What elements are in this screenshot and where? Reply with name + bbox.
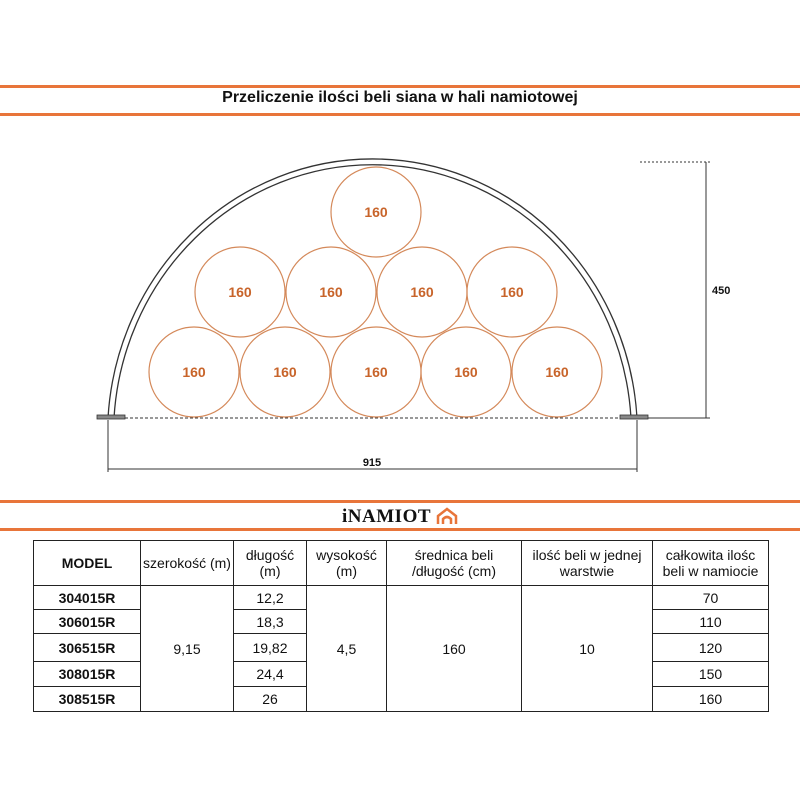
total-cell: 110 [652, 609, 769, 634]
left-base-plate [96, 414, 126, 420]
diameter-cell: 160 [386, 585, 522, 712]
tent-arch-inner [113, 164, 632, 419]
bale-label: 160 [454, 364, 478, 380]
model-cell: 306515R [33, 633, 141, 662]
bale-label: 160 [410, 284, 434, 300]
hay-bale [194, 246, 286, 338]
hay-bale [148, 326, 240, 418]
header-total: całkowita ilośc beli w namiocie [652, 540, 769, 586]
model-cell: 308015R [33, 661, 141, 687]
table-row: 306515R 19,82 120 [33, 633, 769, 662]
logo-rule-top [0, 500, 800, 503]
bale-label: 160 [228, 284, 252, 300]
total-cell: 150 [652, 661, 769, 687]
logo-rule-bottom [0, 528, 800, 531]
hay-bale [239, 326, 331, 418]
header-diameter: średnica beli /długość (cm) [386, 540, 522, 586]
tent-diagram: 915 450 160 160 160 160 160 160 160 160 160 160 [96, 158, 730, 472]
page-title: Przeliczenie ilości beli siana w hali na… [222, 89, 578, 106]
header-width: szerokość (m) [140, 540, 234, 586]
table-row: 308015R 24,4 150 [33, 661, 769, 687]
right-base-plate [619, 414, 649, 420]
hay-bale [330, 166, 422, 258]
bale-label: 160 [364, 204, 388, 220]
title-rule [0, 113, 800, 116]
hay-bale [511, 326, 603, 418]
length-cell: 18,3 [233, 609, 307, 634]
length-cell: 19,82 [233, 633, 307, 662]
bale-label: 160 [319, 284, 343, 300]
width-cell: 9,15 [140, 585, 234, 712]
total-cell: 160 [652, 686, 769, 712]
house-icon [436, 507, 458, 524]
table-row: 308515R 26 160 [33, 686, 769, 712]
top-rule [0, 85, 800, 88]
brand-logo: iNAMIOT [0, 504, 800, 528]
model-cell: 308515R [33, 686, 141, 712]
bale-label: 160 [273, 364, 297, 380]
width-label: 915 [363, 457, 381, 469]
length-cell: 26 [233, 686, 307, 712]
per-layer-cell: 10 [521, 585, 653, 712]
bale-label: 160 [500, 284, 524, 300]
total-cell: 120 [652, 633, 769, 662]
length-cell: 24,4 [233, 661, 307, 687]
table-row: 306015R 18,3 110 [33, 609, 769, 634]
table-header-row: MODEL szerokość (m) długość (m) wysokość… [33, 540, 769, 586]
length-cell: 12,2 [233, 585, 307, 610]
table-row: 304015R 9,15 12,2 4,5 160 10 70 [33, 585, 769, 712]
header-height: wysokość (m) [306, 540, 387, 586]
bale-label: 160 [182, 364, 206, 380]
height-label: 450 [712, 285, 730, 297]
hay-bale [420, 326, 512, 418]
hay-bale [466, 246, 558, 338]
header-per-layer: ilość beli w jednej warstwie [521, 540, 653, 586]
tent-arch-outer [107, 158, 638, 419]
height-cell: 4,5 [306, 585, 387, 712]
model-cell: 304015R [33, 585, 141, 610]
total-cell: 70 [652, 585, 769, 610]
model-cell: 306015R [33, 609, 141, 634]
bale-table: MODEL szerokość (m) długość (m) wysokość… [33, 540, 769, 712]
hay-bale [285, 246, 377, 338]
header-length: długość (m) [233, 540, 307, 586]
header-model: MODEL [33, 540, 141, 586]
bale-label: 160 [364, 364, 388, 380]
bale-label: 160 [545, 364, 569, 380]
